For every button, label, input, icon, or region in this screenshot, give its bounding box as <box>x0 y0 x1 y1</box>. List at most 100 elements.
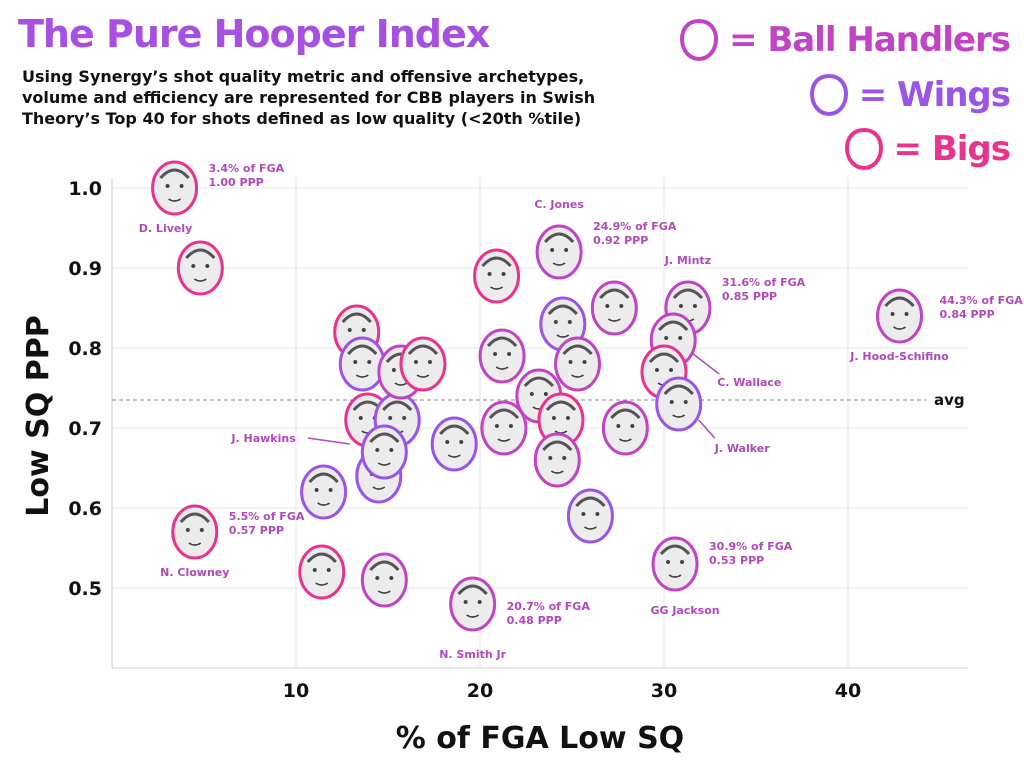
hair-shape <box>659 544 691 556</box>
eye-shape <box>179 184 184 188</box>
eye-shape <box>664 336 669 340</box>
player-point <box>298 544 346 600</box>
player-name-label: J. Hood-Schifino <box>849 350 949 363</box>
player-point <box>533 432 581 488</box>
hair-shape <box>159 168 190 180</box>
player-point <box>338 336 386 392</box>
x-axis-title: % of FGA Low SQ <box>396 721 684 756</box>
legend-item: = Bigs <box>844 127 1011 171</box>
player-stat-fga: 5.5% of FGA <box>229 510 305 523</box>
mouth-shape <box>672 414 686 418</box>
legend-label: = Ball Handlers <box>729 20 1011 60</box>
eye-shape <box>551 416 556 420</box>
player-stat-ppp: 0.92 PPP <box>593 234 648 247</box>
point-layer <box>151 160 924 632</box>
eye-shape <box>562 456 567 460</box>
hair-shape <box>369 560 400 572</box>
mouth-shape <box>571 374 584 378</box>
eye-shape <box>529 392 534 396</box>
eye-shape <box>680 560 685 564</box>
label-leader-line <box>692 353 720 375</box>
player-point <box>590 280 638 336</box>
eye-shape <box>904 312 909 316</box>
eye-shape <box>367 360 372 364</box>
player-point <box>176 240 224 296</box>
mouth-shape <box>893 326 906 330</box>
chart-subtitle: Using Synergy’s shot quality metric and … <box>22 67 596 128</box>
eye-shape <box>669 368 673 372</box>
mouth-shape <box>552 262 566 266</box>
player-point <box>151 160 199 216</box>
hair-shape <box>486 336 518 348</box>
eye-shape <box>548 456 553 460</box>
player-name-label: D. Lively <box>139 222 193 235</box>
mouth-shape <box>416 374 430 378</box>
hair-shape <box>658 320 689 332</box>
player-name-label: N. Smith Jr <box>439 648 506 661</box>
player-point <box>655 376 703 432</box>
hair-shape <box>347 344 378 356</box>
player-point <box>171 504 219 560</box>
eye-shape <box>312 568 317 572</box>
x-tick-label: 40 <box>835 680 861 702</box>
eye-shape <box>477 600 482 604</box>
eye-shape <box>501 272 506 276</box>
hair-shape <box>663 384 694 396</box>
eye-shape <box>445 440 450 444</box>
mouth-shape <box>556 334 570 338</box>
eye-shape <box>683 400 688 404</box>
average-line-label: avg <box>934 391 965 409</box>
player-stat-fga: 31.6% of FGA <box>722 276 806 289</box>
eye-shape <box>564 248 569 252</box>
eye-shape <box>508 424 513 428</box>
eye-shape <box>361 328 366 332</box>
legend-item: = Ball Handlers <box>679 18 1011 62</box>
eye-shape <box>191 264 196 268</box>
hair-shape <box>542 440 573 452</box>
eye-shape <box>655 368 659 372</box>
hair-shape <box>599 288 630 300</box>
face-outline-icon <box>809 73 848 117</box>
hair-shape <box>562 344 593 356</box>
player-stat-fga: 30.9% of FGA <box>709 540 793 553</box>
label-leader-line <box>307 437 350 445</box>
player-point <box>399 336 447 392</box>
hair-shape <box>547 304 578 316</box>
player-point <box>651 536 699 592</box>
mouth-shape <box>394 382 408 386</box>
eye-shape <box>388 416 393 420</box>
hair-shape <box>179 512 210 524</box>
player-stat-fga: 20.7% of FGA <box>507 600 591 613</box>
player-stat-ppp: 0.85 PPP <box>722 290 777 303</box>
hair-shape <box>369 432 400 444</box>
eye-shape <box>427 360 432 364</box>
player-point <box>480 400 528 456</box>
player-point <box>473 248 521 304</box>
eye-shape <box>669 400 674 404</box>
player-point <box>300 464 348 520</box>
hair-shape <box>382 400 413 412</box>
eye-shape <box>389 576 394 580</box>
y-tick-label: 1.0 <box>68 178 102 200</box>
hair-shape <box>648 352 680 364</box>
eye-shape <box>205 264 210 268</box>
hair-shape <box>341 312 372 324</box>
eye-shape <box>605 304 610 308</box>
eye-shape <box>389 448 394 452</box>
legend-label: = Wings <box>858 75 1011 115</box>
player-name-label: GG Jackson <box>650 604 719 617</box>
player-name-label: N. Clowney <box>160 566 229 579</box>
mouth-shape <box>188 542 202 546</box>
hair-shape <box>488 408 520 420</box>
eye-shape <box>616 424 621 428</box>
eye-shape <box>565 416 570 420</box>
player-stat-ppp: 0.57 PPP <box>229 524 284 537</box>
mouth-shape <box>466 614 480 618</box>
mouth-shape <box>497 438 511 442</box>
label-leader-line <box>698 419 716 439</box>
hair-shape <box>523 376 555 388</box>
eye-shape <box>165 184 170 188</box>
eye-shape <box>402 416 407 420</box>
player-point <box>360 552 408 608</box>
eye-shape <box>553 320 558 324</box>
